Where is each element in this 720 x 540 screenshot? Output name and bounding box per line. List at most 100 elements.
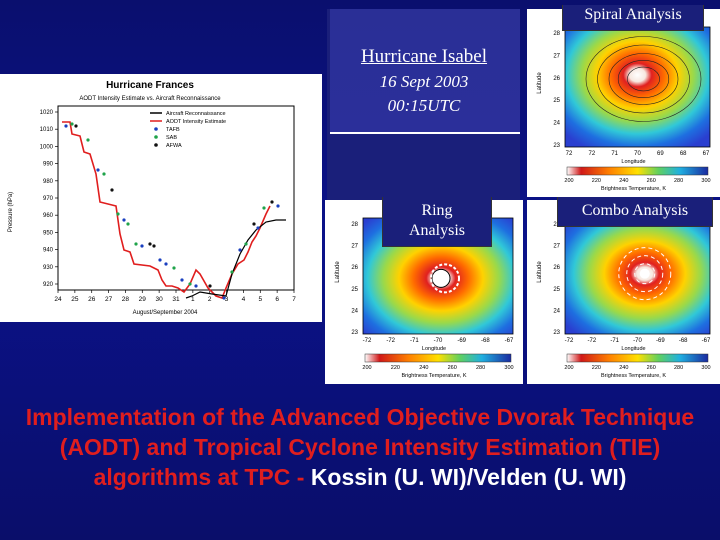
lon-axis-label: Longitude — [422, 346, 446, 352]
x-tick-label: 1 — [191, 296, 195, 303]
lat-axis-label: Latitude — [537, 261, 543, 283]
agency-point — [96, 168, 100, 172]
agency-point — [222, 296, 226, 300]
agency-point — [180, 278, 184, 282]
y-tick-label: 970 — [43, 196, 54, 202]
plot-frame — [57, 105, 295, 291]
isabel-title-box — [330, 9, 520, 134]
lon-tick-label: -71 — [610, 338, 619, 344]
x-axis-label: August/September 2004 — [133, 310, 198, 316]
lat-tick-label: 26 — [351, 265, 358, 271]
colorbar — [566, 353, 709, 363]
lat-tick-label: 28 — [553, 31, 560, 37]
spiral-contour — [627, 66, 660, 92]
agency-point — [172, 266, 176, 270]
y-ticks: 1020 1010 1000 990 980 970 960 950 940 930 920 — [40, 110, 58, 288]
y-tick-label: 950 — [43, 230, 54, 236]
colorbar-tick-label: 260 — [448, 365, 457, 371]
x-tick-label: 29 — [139, 296, 147, 303]
y-tick-label: 1010 — [40, 127, 54, 133]
y-tick-label: 960 — [43, 213, 54, 219]
agency-point — [238, 248, 242, 252]
colorbar-tick-label: 260 — [647, 365, 656, 371]
lon-tick-label: -70 — [434, 338, 443, 344]
colorbar-tick-label: 280 — [476, 365, 485, 371]
lat-axis-label: Latitude — [335, 261, 341, 283]
lon-tick-label: 67 — [703, 151, 710, 157]
lat-tick-label: 25 — [351, 287, 358, 293]
x-tick-label: 2 — [208, 296, 212, 303]
combo-satellite-image: 28 27 26 25 24 23 -72 -72 -71 -70 -69 -68 -67 Latitud… — [537, 217, 711, 379]
agency-point — [140, 244, 144, 248]
legend-entry: TAFB — [166, 127, 180, 133]
agency-point — [64, 124, 68, 128]
chart-title: Hurricane Frances — [106, 80, 194, 91]
legend-swatch — [154, 135, 158, 139]
colorbar-tick-label: 200 — [564, 178, 573, 184]
lon-axis-label: Longitude — [621, 346, 645, 352]
combo-eye — [639, 268, 650, 279]
lon-axis-label: Longitude — [621, 159, 645, 165]
y-tick-label: 990 — [43, 162, 54, 168]
x-tick-label: 27 — [105, 296, 113, 303]
x-tick-label: 5 — [258, 296, 262, 303]
x-ticks: 24 25 26 27 28 29 30 31 1 2 3 4 5 6 7 — [54, 290, 296, 303]
lon-tick-label: 70 — [634, 151, 641, 157]
colorbar-tick-label: 300 — [504, 365, 513, 371]
lon-tick-label: -67 — [702, 338, 711, 344]
x-tick-label: 6 — [275, 296, 279, 303]
y-tick-label: 980 — [43, 179, 54, 185]
lat-tick-label: 23 — [553, 330, 560, 336]
ring-caption-line2: Analysis — [409, 222, 465, 239]
agency-point — [116, 212, 120, 216]
y-axis-label: Pressure (hPa) — [8, 192, 14, 232]
agency-point — [164, 262, 168, 266]
agency-point — [244, 242, 248, 246]
x-tick-label: 30 — [156, 296, 164, 303]
lat-tick-label: 23 — [351, 330, 358, 336]
lon-tick-label: 69 — [657, 151, 664, 157]
colorbar-label: Brightness Temperature, K — [601, 373, 666, 379]
x-tick-label: 24 — [54, 296, 62, 303]
spiral-contour — [597, 44, 690, 114]
lat-tick-label: 27 — [553, 53, 560, 59]
storm-title: Hurricane Isabel — [360, 46, 488, 67]
x-tick-label: 25 — [71, 296, 79, 303]
headline-red: Implementation of the Advanced Objective… — [25, 404, 695, 490]
agency-point — [110, 188, 114, 192]
agency-point — [122, 218, 126, 222]
x-tick-label: 4 — [242, 296, 246, 303]
lat-tick-label: 28 — [351, 222, 358, 228]
eye-ring — [431, 268, 451, 288]
x-tick-label: 28 — [122, 296, 130, 303]
ring-caption-line1: Ring — [421, 202, 453, 219]
combo-caption: Combo Analysis — [557, 197, 713, 227]
agency-point — [126, 222, 130, 226]
combo-ring — [618, 247, 672, 301]
agency-point — [134, 242, 138, 246]
lat-tick-label: 28 — [553, 222, 560, 228]
legend: Aircraft Reconnaissance AODT Intensity Es… — [150, 111, 226, 149]
lat-tick-label: 27 — [553, 244, 560, 250]
lat-tick-label: 24 — [553, 308, 560, 314]
spiral-analysis-panel: 28 27 26 25 24 23 72 72 71 70 69 68 67 Latitude Longit… — [527, 9, 720, 197]
ring-caption: Ring Analysis — [382, 197, 492, 247]
colorbar-tick-label: 260 — [647, 178, 656, 184]
agency-point — [70, 122, 74, 126]
agency-point — [270, 200, 274, 204]
lat-tick-label: 25 — [553, 287, 560, 293]
aodt-series-line — [62, 121, 271, 299]
x-tick-label: 26 — [88, 296, 96, 303]
colorbar-label: Brightness Temperature, K — [401, 373, 466, 379]
agency-point — [188, 282, 192, 286]
lon-tick-label: -69 — [457, 338, 466, 344]
lat-axis-label: Latitude — [537, 72, 543, 94]
lon-tick-label: 68 — [680, 151, 687, 157]
colorbar-tick-label: 220 — [592, 178, 601, 184]
lon-tick-label: 71 — [611, 151, 618, 157]
lon-tick-label: -72 — [565, 338, 574, 344]
legend-entry: AODT Intensity Estimate — [166, 119, 226, 125]
colorbar-tick-label: 200 — [564, 365, 573, 371]
spiral-satellite-image: 28 27 26 25 24 23 72 72 71 70 69 68 67 Latitude Longit… — [537, 26, 711, 192]
lon-tick-label: -70 — [633, 338, 642, 344]
